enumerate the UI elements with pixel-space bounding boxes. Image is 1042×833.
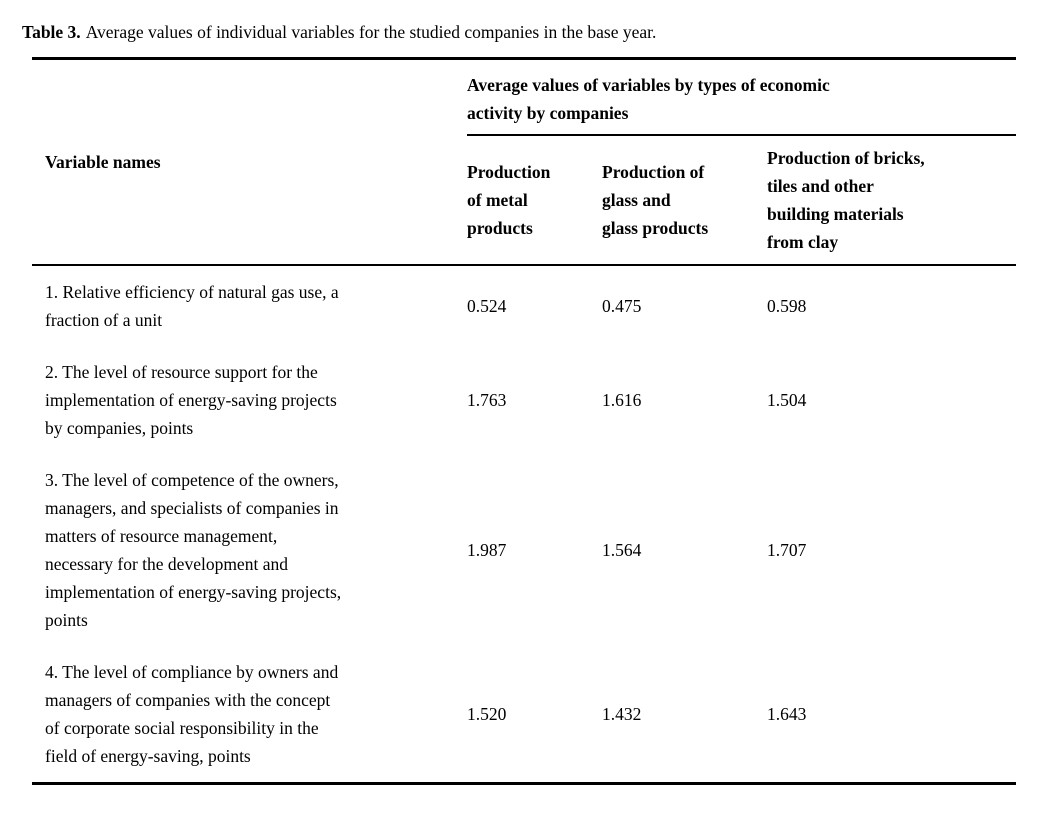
variable-name-cell: 1. Relative efficiency of natural gas us… [45, 282, 339, 330]
table-row: 2. The level of resource support for the… [32, 346, 1016, 454]
value-cell: 1.504 [767, 390, 807, 410]
value-cell: 0.598 [767, 296, 807, 316]
value-cell: 1.763 [467, 390, 507, 410]
column-header-variable-names: Variable names [32, 58, 467, 266]
value-cell: 1.643 [767, 704, 807, 724]
variable-name-cell: 3. The level of competence of the owners… [45, 470, 342, 630]
variable-name-cell: 4. The level of compliance by owners and… [45, 662, 339, 766]
value-cell: 1.616 [602, 390, 642, 410]
table-caption: Table 3. Average values of individual var… [22, 20, 1042, 44]
table-row: 4. The level of compliance by owners and… [32, 646, 1016, 784]
column-header-metal-products: Production of metal products [467, 135, 602, 266]
header-group-row: Variable names Average values of variabl… [32, 58, 1017, 266]
caption-label: Table 3. [22, 22, 81, 42]
page: Table 3. Average values of individual var… [0, 20, 1042, 833]
value-cell: 1.564 [602, 540, 642, 560]
value-cell: 1.520 [467, 704, 507, 724]
column-group-header: Average values of variables by types of … [467, 58, 1017, 136]
value-cell: 1.707 [767, 540, 807, 560]
value-cell: 1.432 [602, 704, 642, 724]
data-table: Variable names Average values of variabl… [32, 57, 1017, 785]
variable-name-cell: 2. The level of resource support for the… [45, 362, 337, 438]
value-cell: 1.987 [467, 540, 507, 560]
table-row: 1. Relative efficiency of natural gas us… [32, 265, 1016, 346]
value-cell: 0.524 [467, 296, 507, 316]
column-header-glass-products: Production of glass and glass products [602, 135, 767, 266]
caption-text: Average values of individual variables f… [85, 22, 657, 42]
value-cell: 0.475 [602, 296, 642, 316]
table-row: 3. The level of competence of the owners… [32, 454, 1016, 646]
column-header-bricks-tiles: Production of bricks, tiles and other bu… [767, 135, 1017, 266]
header-row: Production of metal products Production … [32, 135, 1017, 266]
